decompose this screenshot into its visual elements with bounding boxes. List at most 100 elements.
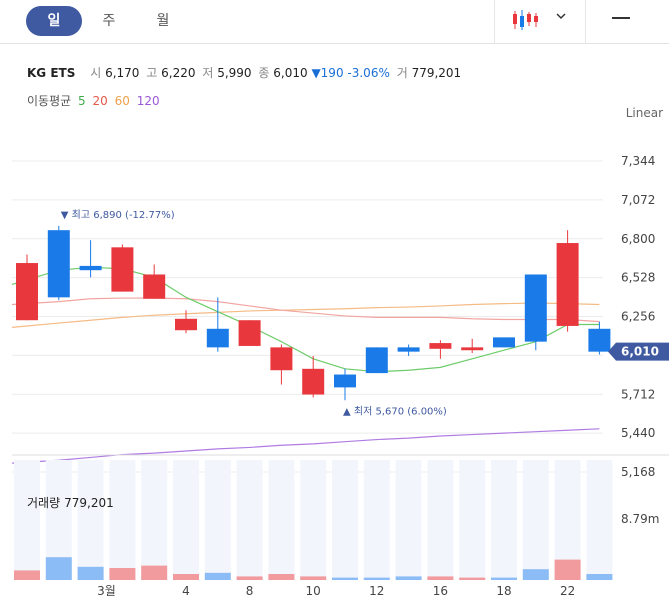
volume-bar-up [300, 576, 327, 580]
ma120-line [11, 428, 600, 464]
volume-bar-down [491, 577, 517, 580]
candlestick-icon[interactable] [512, 8, 538, 32]
volume-bar-up [459, 577, 486, 580]
volume-bar-up [141, 565, 168, 580]
candle-down [206, 328, 229, 348]
candle-down [588, 328, 611, 352]
tab-daily[interactable]: 일 [26, 6, 82, 36]
candle-up [556, 243, 579, 326]
low-value: 5,990 [217, 66, 252, 80]
volume-axis-label: 8.79m [621, 512, 659, 526]
candle-up [461, 347, 484, 351]
candle-up [111, 247, 134, 292]
quote-summary: KG ETS 시 6,170 고 6,220 저 5,990 종 6,010 ▼… [27, 64, 461, 81]
volume-slot-background [522, 460, 549, 580]
x-tick-label: 4 [182, 584, 190, 598]
low-label: 저 [202, 66, 214, 80]
volume-slot-background [332, 460, 358, 580]
tab-monthly[interactable]: 월 [156, 13, 170, 29]
candle-down [524, 274, 547, 342]
x-tick-label: 22 [560, 584, 575, 598]
volume-bar-up [554, 559, 581, 580]
volume-bar-up [109, 568, 136, 580]
volume-bar-down [77, 566, 104, 580]
minus-icon[interactable] [612, 17, 630, 19]
high-label: 고 [146, 66, 158, 80]
volume-bar-up [173, 574, 199, 580]
change-arrow: ▼ [311, 66, 321, 80]
x-tick-label: 3월 [97, 584, 116, 598]
y-tick-label: 6,528 [621, 271, 655, 285]
ma-label: 이동평균 [27, 94, 72, 108]
y-tick-label: 6,256 [621, 310, 655, 324]
open-label: 시 [90, 66, 102, 80]
candle-up [302, 368, 325, 395]
volume-value: 779,201 [411, 66, 462, 80]
current-price-label: 6,010 [621, 345, 659, 359]
high-value: 6,220 [161, 66, 196, 80]
volume-label: 거 [396, 66, 408, 80]
volume-slot-background [363, 460, 390, 580]
volume-slot-background [268, 460, 295, 580]
volume-bar-up [427, 576, 454, 580]
volume-slot-background [14, 460, 40, 580]
toolbar-divider [585, 0, 586, 44]
y-tick-label: 6,800 [621, 232, 655, 246]
volume-slot-background [173, 460, 199, 580]
y-tick-label: 7,072 [621, 193, 655, 207]
ma-20[interactable]: 20 [92, 94, 108, 108]
current-price-tag [608, 342, 669, 361]
volume-bar-down [204, 572, 231, 580]
volume-title-value: 779,201 [64, 496, 114, 510]
high-marker-label: ▼ 최고 6,890 (-12.77%) [61, 209, 175, 221]
candle-down [397, 347, 420, 352]
volume-bar-down [395, 576, 422, 580]
chevron-down-icon[interactable] [556, 9, 566, 23]
x-tick-label: 18 [496, 584, 511, 598]
volume-bar-down [332, 577, 358, 580]
timeframe-toolbar: 일 주 월 [0, 0, 669, 44]
volume-slot-background [459, 460, 486, 580]
candle-up [238, 320, 261, 346]
close-label: 종 [258, 66, 270, 80]
candle-up [16, 263, 38, 321]
volume-bar-up [268, 574, 295, 580]
moving-average-legend: 이동평균 5 20 60 120 [27, 92, 160, 109]
low-marker-label: ▲ 최저 5,670 (6.00%) [343, 405, 447, 417]
volume-bar-down [45, 557, 72, 580]
close-value: 6,010 [273, 66, 308, 80]
volume-slot-background [586, 460, 613, 580]
volume-slot-background [236, 460, 263, 580]
symbol-name: KG ETS [27, 66, 76, 80]
ma-120[interactable]: 120 [136, 94, 160, 108]
volume-slot-background [395, 460, 422, 580]
y-tick-label: 7,344 [621, 154, 655, 168]
y-tick-label: 5,712 [621, 387, 655, 401]
scale-mode-toggle[interactable]: Linear [625, 106, 663, 120]
volume-bar-down [363, 577, 390, 580]
toolbar-divider [494, 0, 495, 44]
volume-slot-background [77, 460, 104, 580]
x-tick-label: 10 [306, 584, 321, 598]
tab-weekly[interactable]: 주 [102, 13, 116, 29]
candle-down [334, 374, 356, 388]
volume-slot-background [491, 460, 517, 580]
ma-5[interactable]: 5 [78, 94, 86, 108]
candle-down [365, 347, 388, 374]
candle-up [270, 347, 293, 371]
volume-bar-up [236, 576, 263, 580]
volume-bar-down [522, 569, 549, 580]
y-tick-label: 5,168 [621, 465, 655, 479]
volume-slot-background [204, 460, 231, 580]
candle-down [47, 230, 70, 298]
volume-slot-background [109, 460, 136, 580]
price-chart[interactable]: 7,344 7,072 6,800 6,528 6,256 5,712 5,440 5,168… [0, 44, 669, 603]
open-value: 6,170 [105, 66, 140, 80]
x-tick-label: 16 [433, 584, 448, 598]
volume-bar-up [14, 570, 40, 580]
candle-down [79, 265, 102, 271]
volume-slot-background [141, 460, 168, 580]
ma-60[interactable]: 60 [114, 94, 130, 108]
volume-slot-background [300, 460, 327, 580]
x-tick-label: 12 [369, 584, 384, 598]
